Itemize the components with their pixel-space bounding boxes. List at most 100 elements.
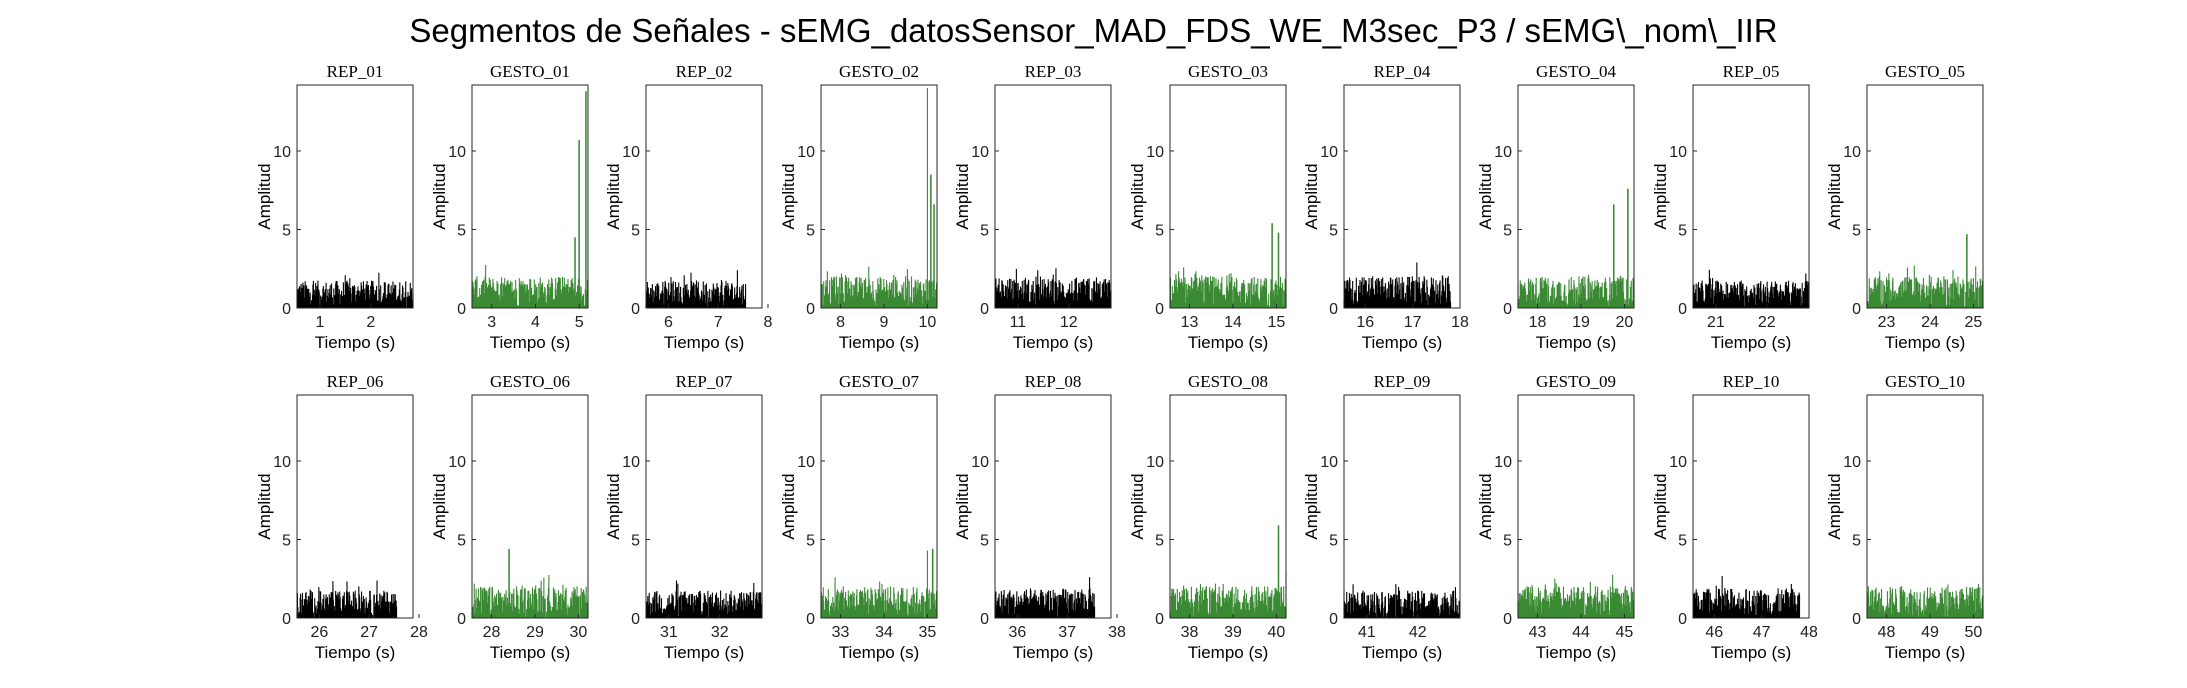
subplot-gesto-02-xtick-label: 10	[919, 314, 937, 331]
subplot-rep-05-ytick-label: 0	[1678, 301, 1687, 318]
subplot-rep-08-ytick-label: 5	[980, 532, 989, 549]
subplot-rep-07-ytick-label: 10	[622, 454, 640, 471]
subplot-rep-02: REP_02 0 5 10 6 7 8 Tiempo (s) Amplitud	[604, 62, 773, 352]
subplot-rep-10-signal-line	[1692, 575, 1801, 618]
subplot-rep-04-ytick-label: 5	[1329, 222, 1338, 239]
subplot-rep-09-ylabel: Amplitud	[1302, 473, 1321, 539]
subplot-rep-01-ylabel: Amplitud	[255, 163, 274, 229]
subplot-rep-06-xtick-label: 26	[311, 624, 329, 641]
subplot-rep-04-xlabel: Tiempo (s)	[1362, 333, 1443, 352]
subplot-gesto-09-ytick-label: 10	[1494, 454, 1512, 471]
subplot-rep-09-title: REP_09	[1374, 372, 1431, 391]
subplot-rep-01: REP_01 0 5 10 1 2 Tiempo (s) Amplitud	[255, 62, 414, 352]
subplot-rep-08-ytick-label: 0	[980, 611, 989, 628]
subplot-rep-08-xtick-label: 38	[1108, 624, 1126, 641]
subplot-gesto-01-ylabel: Amplitud	[430, 163, 449, 229]
subplot-gesto-03-ytick-label: 10	[1146, 144, 1164, 161]
subplot-gesto-05-ylabel: Amplitud	[1825, 163, 1844, 229]
subplot-rep-07-ytick-label: 5	[631, 532, 640, 549]
subplot-gesto-07: GESTO_07 0 5 10 33 34 35 Tiempo (s) Amplitud	[779, 372, 938, 662]
subplot-gesto-10-title: GESTO_10	[1885, 372, 1965, 391]
subplot-gesto-10-ytick-label: 10	[1843, 454, 1861, 471]
subplot-gesto-05-xtick-label: 25	[1965, 314, 1983, 331]
subplot-rep-07-axes-box	[645, 394, 763, 619]
subplot-gesto-06-xtick-label: 29	[526, 624, 544, 641]
subplot-gesto-03: GESTO_03 0 5 10 13 14 15 Tiempo (s) Amplitud	[1128, 62, 1287, 352]
subplot-rep-09-ytick-label: 0	[1329, 611, 1338, 628]
subplot-gesto-10-ytick-label: 0	[1852, 611, 1861, 628]
subplot-gesto-03-ytick-label: 0	[1155, 301, 1164, 318]
subplot-gesto-02-ytick-label: 5	[806, 222, 815, 239]
subplot-gesto-05-xtick-label: 24	[1921, 314, 1939, 331]
subplot-gesto-04-xlabel: Tiempo (s)	[1536, 333, 1617, 352]
subplot-gesto-02-xtick-label: 9	[880, 314, 889, 331]
subplot-gesto-05-ytick-label: 0	[1852, 301, 1861, 318]
subplot-rep-09-axes-box	[1343, 394, 1461, 619]
subplot-rep-02-title: REP_02	[676, 62, 733, 81]
subplot-gesto-07-xtick-label: 33	[832, 624, 850, 641]
subplot-rep-04-ytick-label: 10	[1320, 144, 1338, 161]
subplot-gesto-09-xlabel: Tiempo (s)	[1536, 643, 1617, 662]
subplot-rep-03-ylabel: Amplitud	[953, 163, 972, 229]
subplot-rep-09-xtick-label: 41	[1358, 624, 1376, 641]
subplot-gesto-07-signal-line	[820, 548, 938, 618]
subplot-gesto-01-title: GESTO_01	[490, 62, 570, 81]
subplot-rep-09-signal-line	[1343, 584, 1461, 618]
subplot-rep-06-ytick-label: 0	[282, 611, 291, 628]
subplot-rep-09-xlabel: Tiempo (s)	[1362, 643, 1443, 662]
subplot-gesto-10-xtick-label: 50	[1965, 624, 1983, 641]
subplot-gesto-02-xlabel: Tiempo (s)	[839, 333, 920, 352]
subplot-gesto-10-signal-line	[1866, 583, 1984, 618]
subplot-rep-01-title: REP_01	[327, 62, 384, 81]
subplot-rep-10-ytick-label: 0	[1678, 611, 1687, 628]
subplot-rep-03-signal-line	[994, 268, 1112, 308]
subplot-gesto-09-axes-box	[1517, 394, 1635, 619]
subplot-rep-10-ytick-label: 10	[1669, 454, 1687, 471]
subplot-gesto-06-signal-line	[471, 548, 589, 618]
subplot-gesto-10-ytick-label: 5	[1852, 532, 1861, 549]
subplot-rep-03-ytick-label: 5	[980, 222, 989, 239]
subplot-gesto-04-title: GESTO_04	[1536, 62, 1616, 81]
subplot-rep-03-ytick-label: 0	[980, 301, 989, 318]
subplot-gesto-06-xtick-label: 28	[483, 624, 501, 641]
subplot-gesto-06-ytick-label: 5	[457, 532, 466, 549]
subplot-rep-10-ytick-label: 5	[1678, 532, 1687, 549]
subplot-rep-10-xtick-label: 48	[1800, 624, 1818, 641]
subplot-gesto-08-xtick-label: 39	[1224, 624, 1242, 641]
subplot-rep-05-xtick-label: 21	[1707, 314, 1725, 331]
subplot-gesto-02: GESTO_02 0 5 10 8 9 10 Tiempo (s) Amplitud	[779, 62, 938, 352]
subplot-rep-07-ytick-label: 0	[631, 611, 640, 628]
subplot-gesto-06-xtick-label: 30	[570, 624, 588, 641]
subplot-rep-06: REP_06 0 5 10 26 27 28 Tiempo (s) Amplitud	[255, 372, 428, 662]
subplot-rep-10: REP_10 0 5 10 46 47 48 Tiempo (s) Amplitud	[1651, 372, 1818, 662]
subplot-rep-06-ytick-label: 10	[273, 454, 291, 471]
subplot-gesto-04-ytick-label: 10	[1494, 144, 1512, 161]
subplot-rep-03-ytick-label: 10	[971, 144, 989, 161]
subplot-rep-02-xtick-label: 8	[764, 314, 773, 331]
subplot-rep-08-xlabel: Tiempo (s)	[1013, 643, 1094, 662]
subplot-rep-07-xtick-label: 31	[660, 624, 678, 641]
subplot-gesto-03-xtick-label: 15	[1268, 314, 1286, 331]
subplot-rep-05-xlabel: Tiempo (s)	[1711, 333, 1792, 352]
subplot-gesto-10-xlabel: Tiempo (s)	[1885, 643, 1966, 662]
subplot-rep-04-ytick-label: 0	[1329, 301, 1338, 318]
subplot-rep-05: REP_05 0 5 10 21 22 Tiempo (s) Amplitud	[1651, 62, 1810, 352]
subplot-rep-08-signal-line	[994, 577, 1096, 618]
subplot-rep-05-xtick-label: 22	[1758, 314, 1776, 331]
subplot-gesto-10: GESTO_10 0 5 10 48 49 50 Tiempo (s) Amplitud	[1825, 372, 1984, 662]
subplot-rep-07-xtick-label: 32	[711, 624, 729, 641]
subplot-gesto-04-axes-box	[1517, 84, 1635, 309]
subplot-rep-02-ytick-label: 0	[631, 301, 640, 318]
subplot-rep-02-xtick-label: 7	[714, 314, 723, 331]
subplot-gesto-02-title: GESTO_02	[839, 62, 919, 81]
subplot-rep-01-signal-line	[296, 272, 414, 308]
subplot-gesto-09-ytick-label: 0	[1503, 611, 1512, 628]
subplot-gesto-04: GESTO_04 0 5 10 18 19 20 Tiempo (s) Amplitud	[1476, 62, 1635, 352]
subplot-rep-01-xtick-label: 1	[315, 314, 324, 331]
subplot-gesto-07-ylabel: Amplitud	[779, 473, 798, 539]
subplot-gesto-05-xtick-label: 23	[1878, 314, 1896, 331]
subplot-rep-06-xlabel: Tiempo (s)	[315, 643, 396, 662]
subplot-gesto-01-ytick-label: 0	[457, 301, 466, 318]
